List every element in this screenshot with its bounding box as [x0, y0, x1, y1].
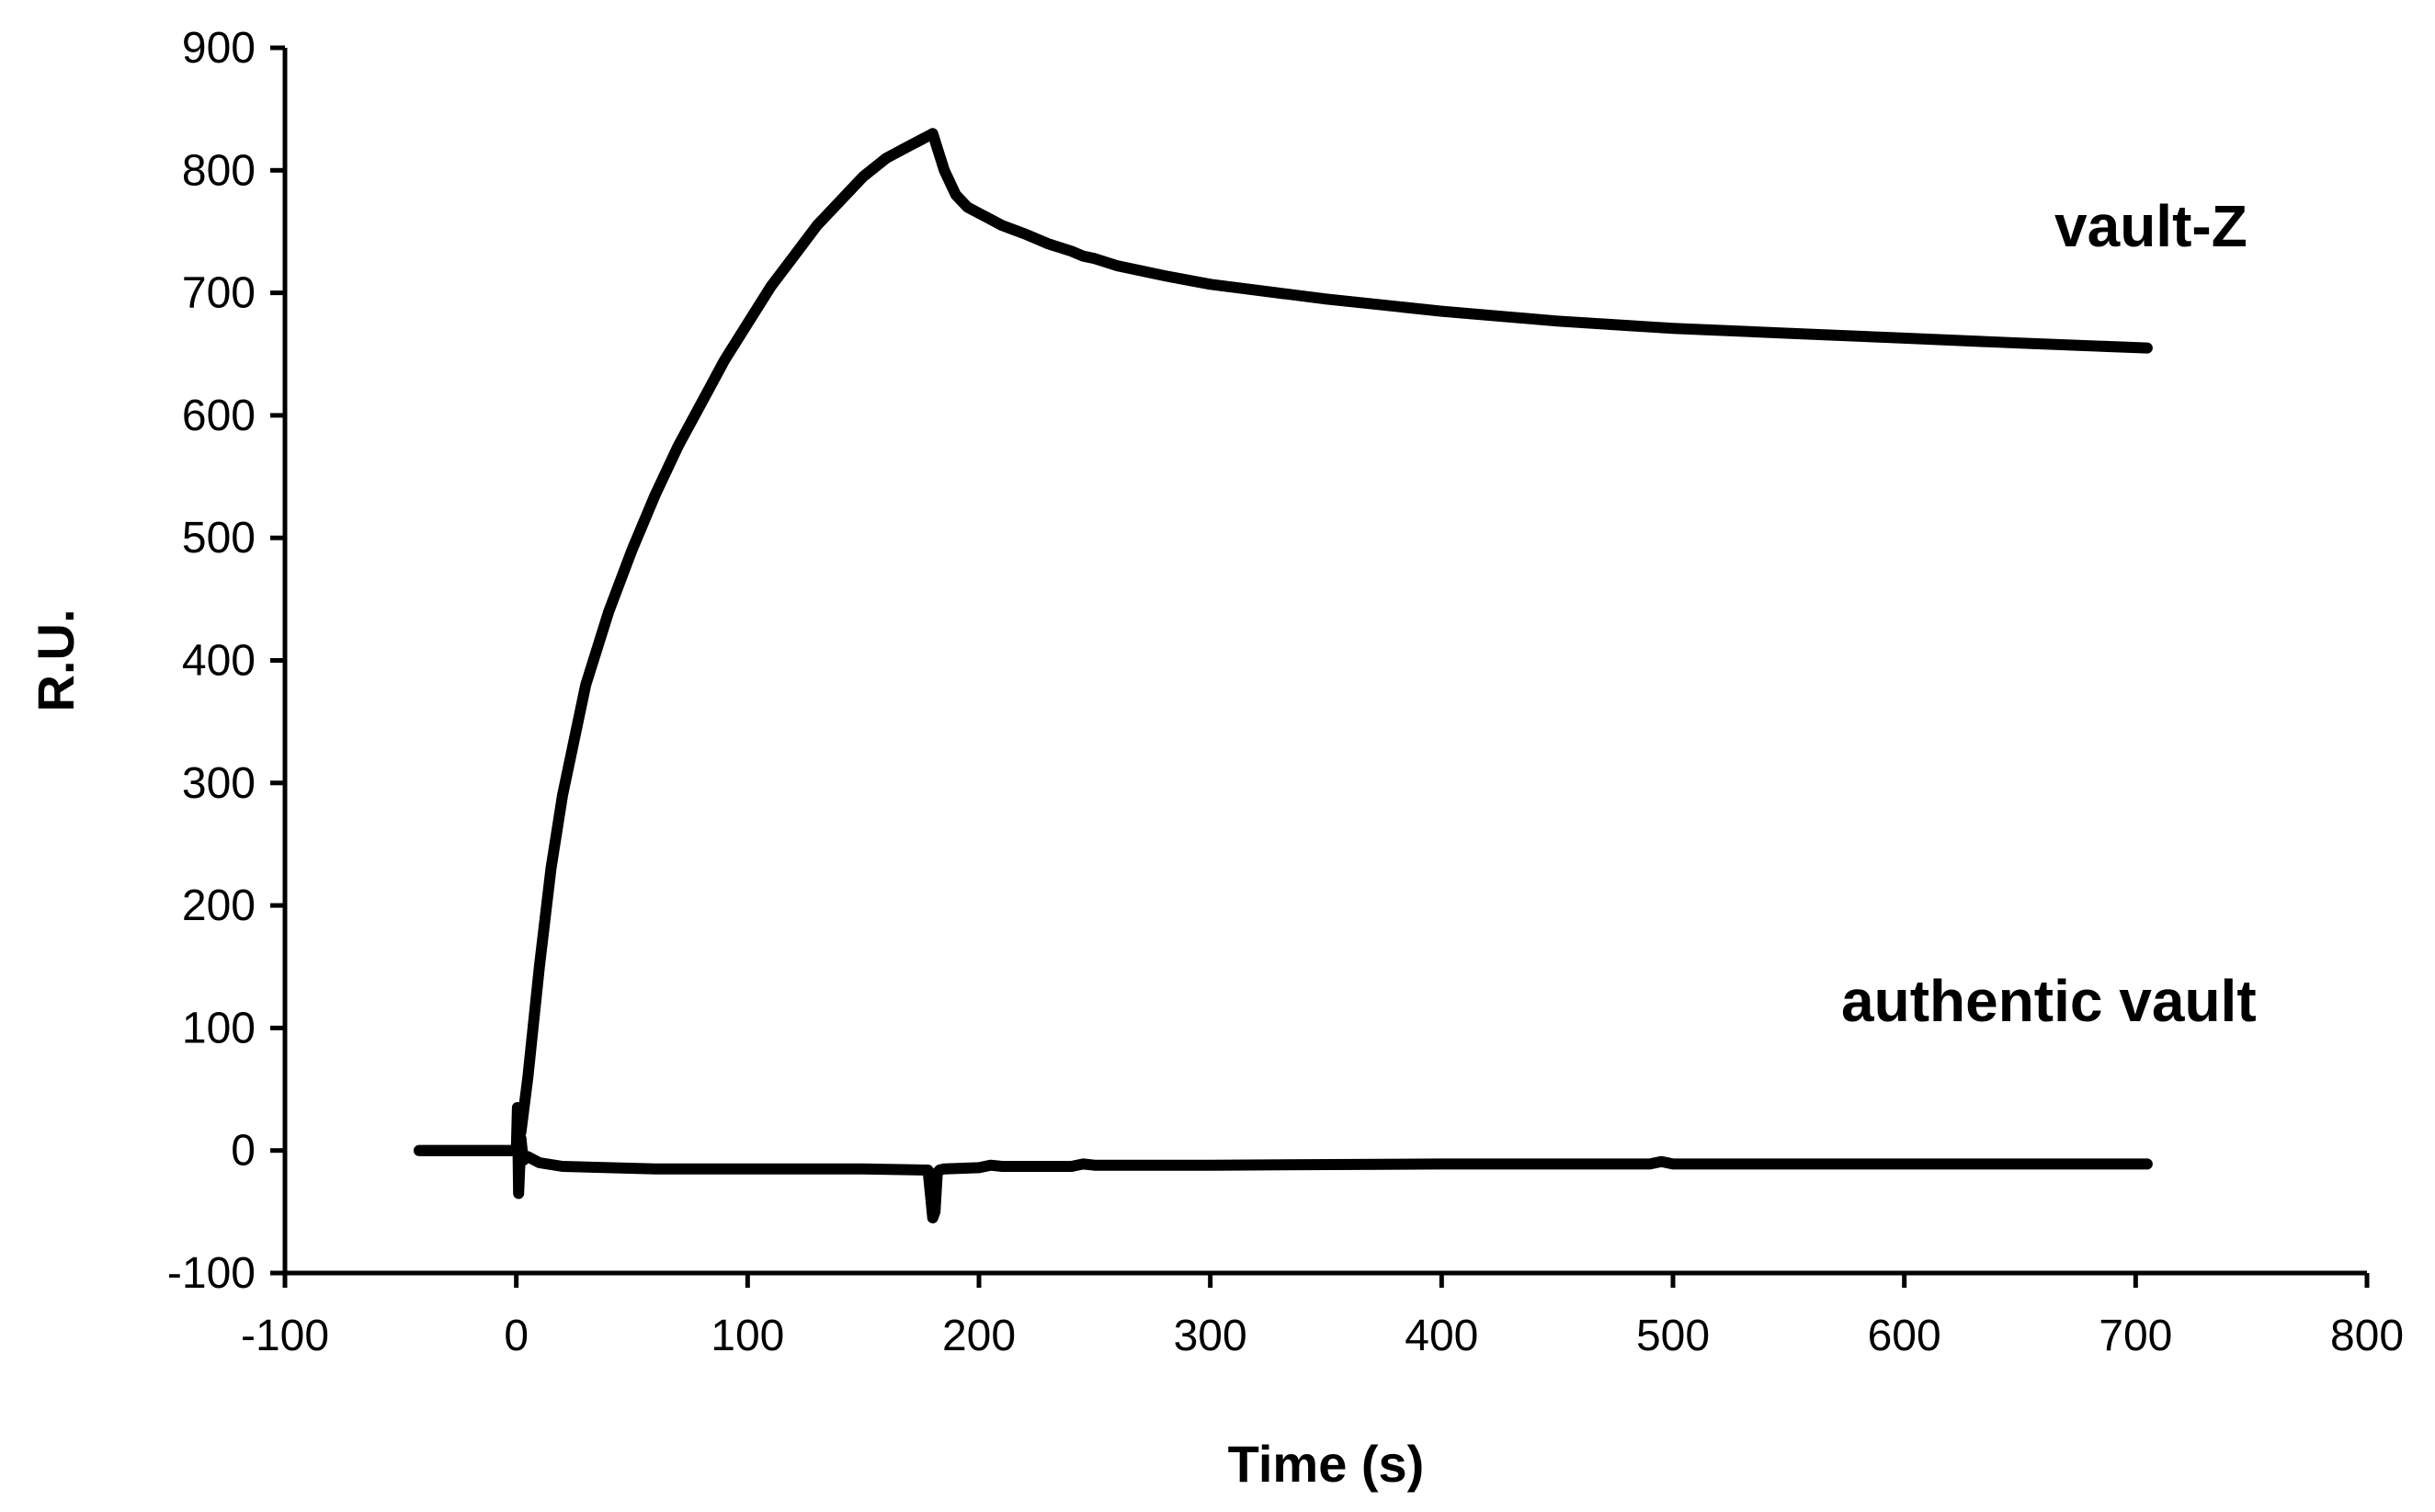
y-ticks: -100 0 100 200 300 400 500 600 700 800 900 — [167, 24, 285, 1298]
x-tick-label: 0 — [504, 1312, 529, 1360]
x-tick-label: -100 — [241, 1312, 329, 1360]
x-tick-label: 100 — [711, 1312, 784, 1360]
x-tick-label: 400 — [1405, 1312, 1478, 1360]
series-line-authentic-vault — [414, 1102, 2153, 1223]
y-tick-label: 600 — [182, 392, 256, 440]
x-tick-label: 700 — [2099, 1312, 2172, 1360]
series-label-vault-z: vault-Z — [2054, 193, 2247, 259]
y-tick-label: 500 — [182, 514, 256, 563]
x-ticks: -100 0 100 200 300 400 500 600 700 800 — [241, 1273, 2404, 1360]
y-tick-label: 100 — [182, 1004, 256, 1052]
plot-area: -100 0 100 200 300 400 500 600 700 800 900 -100 0 10… — [167, 24, 2404, 1360]
x-tick-label: 200 — [942, 1312, 1016, 1360]
y-tick-label: -100 — [167, 1249, 256, 1298]
y-tick-label: 900 — [182, 24, 256, 73]
x-tick-label: 800 — [2330, 1312, 2404, 1360]
y-tick-label: 200 — [182, 881, 256, 930]
y-axis-title: R.U. — [27, 609, 85, 712]
x-tick-label: 500 — [1636, 1312, 1710, 1360]
y-tick-label: 800 — [182, 146, 256, 195]
series-group — [414, 128, 2153, 1223]
series-label-authentic-vault: authentic vault — [1841, 968, 2257, 1034]
series-line-vault-z — [414, 128, 2153, 1156]
y-tick-label: 700 — [182, 269, 256, 318]
y-tick-label: 0 — [231, 1127, 256, 1176]
x-tick-label: 600 — [1868, 1312, 1941, 1360]
y-tick-label: 300 — [182, 759, 256, 808]
x-axis-title: Time (s) — [1228, 1435, 1425, 1493]
y-tick-label: 400 — [182, 637, 256, 686]
x-tick-label: 300 — [1174, 1312, 1247, 1360]
